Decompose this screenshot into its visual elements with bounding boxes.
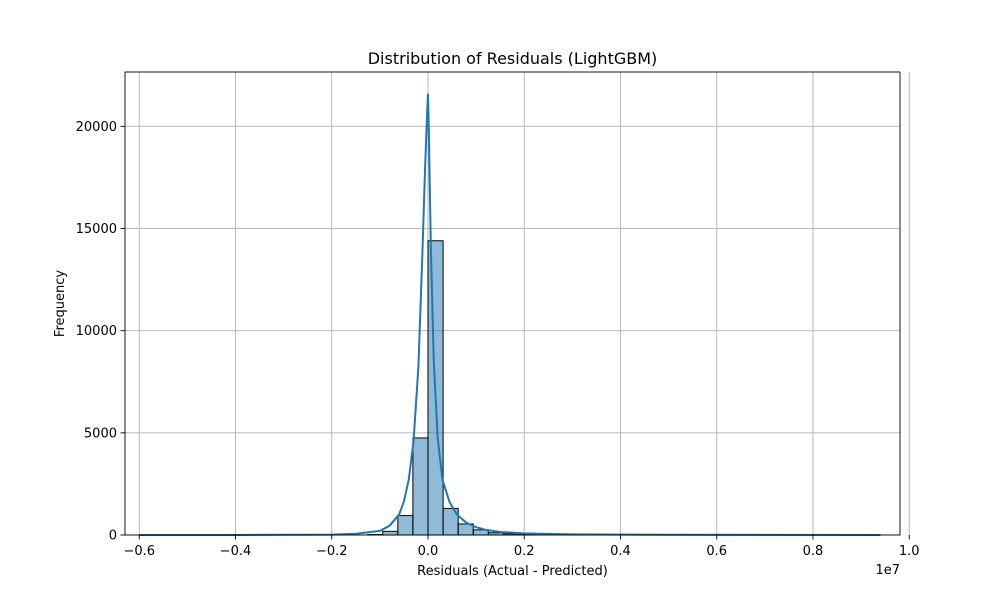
histogram-bars <box>367 240 535 536</box>
x-tick-label: 0.0 <box>418 544 439 559</box>
grid-lines <box>125 72 910 536</box>
x-axis-offset-label: 1e7 <box>875 563 900 578</box>
x-tick-label: −0.4 <box>220 544 252 559</box>
kde-curve <box>139 93 881 536</box>
y-tick-label: 20000 <box>76 120 117 135</box>
axis-ticks: −0.6 −0.4 −0.2 0.0 0.2 0.4 0.6 0.8 1.0 0 5000 10000… <box>76 120 920 559</box>
histogram-bar <box>412 437 429 536</box>
y-tick-label: 15000 <box>76 222 117 237</box>
x-tick-label: −0.6 <box>123 544 155 559</box>
x-tick-label: 0.6 <box>706 544 727 559</box>
plot-frame <box>124 71 901 536</box>
x-tick-label: 0.2 <box>514 544 535 559</box>
x-tick-label: −0.2 <box>316 544 348 559</box>
kde-line <box>139 93 881 536</box>
chart-title: Distribution of Residuals (LightGBM) <box>368 49 658 68</box>
y-tick-label: 0 <box>109 529 117 544</box>
x-tick-label: 0.8 <box>803 544 824 559</box>
x-tick-label: 0.4 <box>610 544 631 559</box>
y-tick-label: 10000 <box>76 324 117 339</box>
x-tick-label: 1.0 <box>899 544 920 559</box>
x-axis-label: Residuals (Actual - Predicted) <box>417 564 608 579</box>
histogram-bar <box>382 530 399 536</box>
y-axis-label: Frequency <box>53 270 68 337</box>
histogram-bar <box>397 515 414 536</box>
y-tick-label: 5000 <box>84 426 117 441</box>
